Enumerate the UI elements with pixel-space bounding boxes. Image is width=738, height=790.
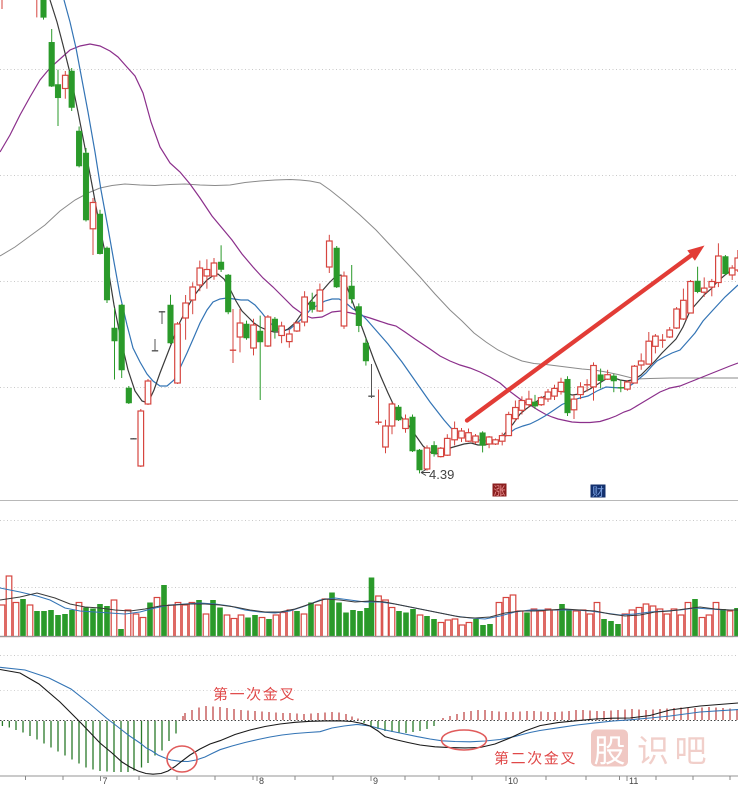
svg-text:11: 11 [629,776,638,785]
svg-text:4.39: 4.39 [429,467,454,482]
svg-text:10: 10 [508,776,518,785]
svg-text:7: 7 [103,776,108,785]
svg-text:8: 8 [259,776,264,785]
svg-text:9: 9 [373,776,378,785]
